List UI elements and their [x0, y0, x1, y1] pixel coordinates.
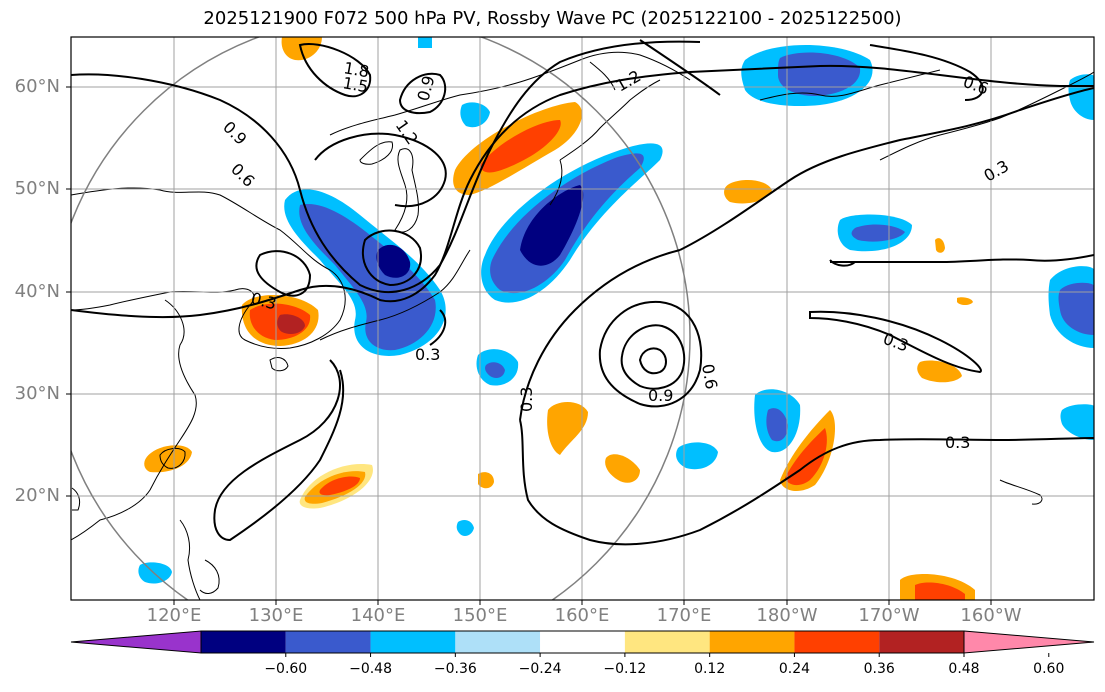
lon-label: 170°W	[858, 605, 920, 626]
negative-anomaly	[299, 204, 436, 351]
lon-label: 150°E	[452, 605, 508, 626]
lon-label: 170°E	[656, 605, 712, 626]
lon-label: 160°W	[960, 605, 1022, 626]
contour-label: 0.9	[648, 386, 673, 405]
positive-anomaly	[724, 180, 772, 204]
influence-circle	[71, 37, 691, 600]
positive-anomaly	[935, 238, 945, 253]
positive-anomaly	[957, 297, 973, 305]
colorbar-tick-label: −0.36	[433, 661, 477, 677]
negative-anomaly	[418, 37, 432, 48]
lon-label: 180°W	[756, 605, 818, 626]
colorbar-tick-label: −0.60	[264, 661, 308, 677]
colorbar-tick-label: 0.60	[1033, 661, 1065, 677]
contour-label-group: 1.8 1.5 0.9 1.2 0.9 0.6 0.3 0.3 0.3 0.3 …	[219, 58, 1012, 452]
positive-anomaly	[478, 472, 494, 489]
negative-anomaly	[456, 520, 474, 536]
negative-anomaly	[520, 185, 584, 266]
lon-label: 120°E	[146, 605, 202, 626]
contour-label: 0.3	[517, 387, 536, 412]
positive-anomaly	[547, 402, 588, 455]
coastlines	[71, 51, 1094, 600]
lat-label: 50°N	[14, 178, 60, 199]
positive-anomaly	[277, 314, 305, 334]
colorbar-tick-label: 0.24	[778, 661, 811, 677]
negative-anomaly	[778, 52, 861, 96]
positive-anomaly	[917, 360, 962, 383]
lat-label: 20°N	[14, 485, 60, 506]
negative-anomaly	[851, 224, 905, 242]
contour-label: 0.3	[945, 433, 970, 452]
pv-contours	[71, 39, 1094, 546]
contour-label: 0.3	[415, 345, 440, 364]
colorbar-tick-label: 0.36	[863, 661, 895, 677]
pv-anomaly-shading	[138, 37, 1094, 600]
map-title: 2025121900 F072 500 hPa PV, Rossby Wave …	[203, 8, 902, 29]
negative-anomaly	[460, 102, 490, 128]
axis-ticks	[66, 86, 992, 605]
contour-label: 1.8	[342, 58, 370, 81]
positive-anomaly	[785, 428, 827, 486]
negative-anomaly	[766, 408, 788, 442]
positive-anomaly	[915, 582, 965, 600]
colorbar-tick-label: 0.48	[948, 661, 980, 677]
lat-label: 30°N	[14, 383, 60, 404]
contour-label: 1.5	[341, 73, 369, 96]
colorbar-tick-label: −0.48	[349, 661, 392, 677]
colorbar-tick-label: −0.24	[518, 661, 562, 677]
lat-label: 60°N	[14, 76, 60, 97]
gridlines	[71, 37, 1094, 600]
positive-anomaly	[605, 454, 640, 483]
contour-label: 0.6	[698, 362, 721, 390]
colorbar-tick-label: −0.12	[603, 661, 647, 677]
negative-anomaly	[376, 244, 411, 278]
colorbar-tick-label: 0.12	[694, 661, 726, 677]
positive-anomaly	[480, 120, 561, 173]
negative-anomaly	[1060, 404, 1094, 440]
negative-anomaly	[1058, 282, 1094, 335]
positive-anomaly	[319, 476, 360, 496]
lon-label: 160°E	[554, 605, 610, 626]
lon-label: 130°E	[248, 605, 304, 626]
negative-anomaly	[485, 362, 505, 378]
lat-label: 40°N	[14, 281, 60, 302]
negative-anomaly	[138, 562, 172, 584]
negative-anomaly	[676, 442, 718, 470]
lon-label: 140°E	[350, 605, 406, 626]
